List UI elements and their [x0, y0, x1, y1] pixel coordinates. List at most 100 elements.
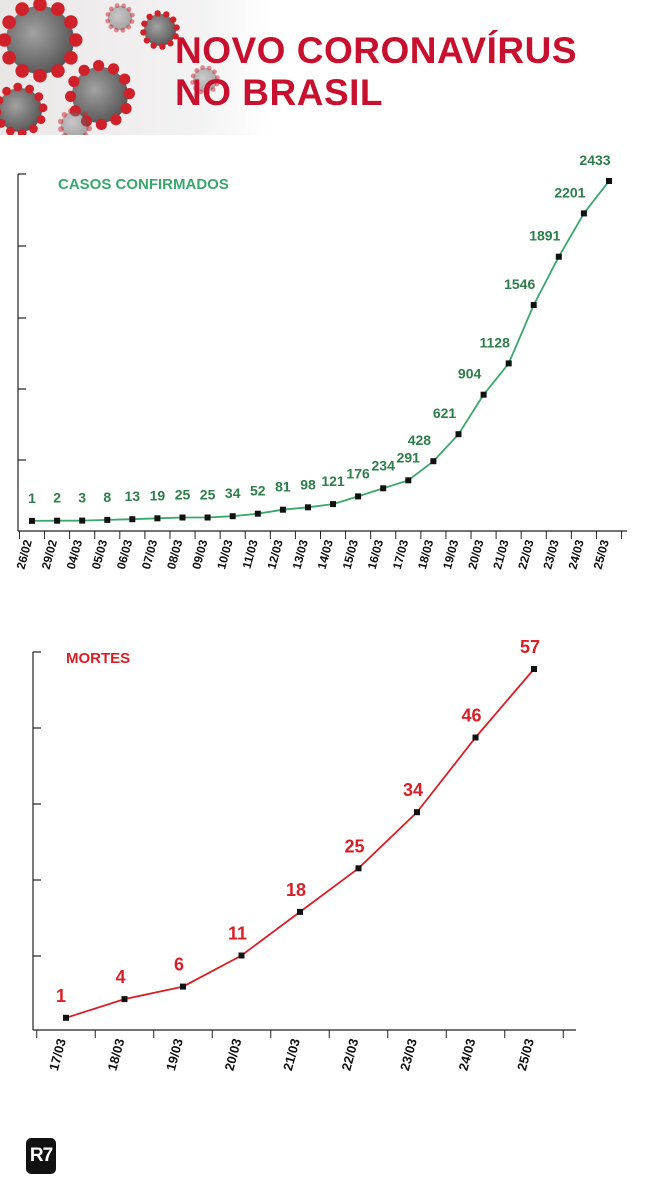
data-label: 1 [56, 986, 66, 1006]
virus-body [72, 67, 128, 123]
virus-spike [212, 69, 217, 75]
data-point [254, 510, 261, 517]
x-tick-label: 20/03 [221, 1037, 244, 1072]
data-label: 98 [300, 476, 316, 492]
virus-spike [120, 27, 126, 33]
virus-spike [95, 118, 107, 130]
data-label: 176 [346, 465, 370, 481]
x-tick-label: 19/03 [163, 1037, 186, 1072]
cases-chart: CASOS CONFIRMADOS 1 2 3 8 13 19 25 25 34 52 81 98 121… [14, 152, 627, 571]
virus-spike [6, 126, 15, 135]
virus-spike [34, 92, 44, 101]
x-tick-label: 18/03 [104, 1037, 127, 1072]
x-tick-label: 24/03 [455, 1037, 478, 1072]
virus-spike [198, 89, 204, 95]
data-label: 621 [433, 405, 457, 421]
virus-spike [107, 63, 120, 75]
data-label: 25 [344, 836, 364, 856]
virus-spike [200, 65, 206, 70]
virus-body [0, 88, 42, 132]
virus-spike [129, 19, 135, 24]
data-point [355, 865, 362, 872]
data-point [355, 493, 362, 500]
virus-spike [108, 6, 114, 12]
data-label: 1 [28, 490, 36, 506]
data-point [455, 431, 462, 438]
data-label: 18 [286, 880, 306, 900]
data-label: 1128 [480, 334, 511, 350]
virus-spike [172, 33, 179, 40]
virus-spike [82, 111, 88, 118]
data-label: 46 [461, 706, 481, 726]
data-point [129, 516, 136, 523]
headline-line-1: NOVO CORONAVÍRUS [175, 30, 578, 71]
virus-spike [114, 27, 119, 33]
data-label: 19 [150, 487, 166, 503]
data-point [580, 210, 587, 217]
virus-spike [190, 80, 196, 85]
virus-spike [126, 24, 132, 30]
x-tick-label: 21/03 [280, 1037, 303, 1072]
headline-line-2: NO BRASIL [175, 72, 383, 113]
virus-spike [205, 90, 210, 95]
virus-body [193, 68, 217, 92]
virus-spike [123, 88, 135, 100]
data-point [238, 952, 245, 959]
data-label: 291 [397, 449, 421, 465]
virus-cell [105, 3, 135, 33]
virus-spike [2, 86, 11, 96]
data-point [405, 477, 412, 484]
virus-spike [193, 85, 198, 91]
data-label: 25 [200, 487, 216, 503]
virus-spike [120, 102, 132, 115]
virus-spike [51, 64, 65, 78]
virus-spike [86, 125, 93, 132]
virus-spike [62, 132, 68, 135]
data-label: 121 [321, 473, 345, 489]
virus-spike [58, 126, 64, 132]
virus-spike [105, 18, 111, 24]
virus-spike [86, 118, 92, 124]
data-point [79, 517, 86, 524]
header: NOVO CORONAVÍRUS NO BRASIL [0, 0, 660, 135]
r7-logo: R7 [26, 1138, 56, 1174]
virus-spike [105, 12, 111, 17]
virus-spike [173, 24, 180, 31]
x-tick-label: 22/03 [338, 1037, 361, 1072]
virus-spike [29, 124, 38, 134]
virus-spike [114, 3, 120, 9]
coronavirus-illustration [0, 0, 270, 135]
virus-spike [36, 115, 46, 124]
virus-spike [38, 103, 48, 113]
virus-spike [170, 16, 177, 23]
virus-spike [51, 2, 65, 16]
data-point [305, 504, 311, 511]
virus-spike [78, 64, 90, 76]
virus-spike [65, 90, 77, 102]
virus-spike [57, 118, 64, 125]
virus-spike [68, 75, 80, 88]
virus-spike [33, 0, 47, 12]
data-label: 2433 [579, 152, 610, 168]
virus-spike [93, 60, 105, 72]
data-label: 1546 [504, 276, 535, 292]
virus-spike [64, 15, 78, 29]
series-line [31, 180, 610, 522]
virus-cell [57, 107, 93, 135]
data-label: 234 [372, 457, 396, 473]
virus-spike [141, 20, 148, 27]
data-label: 52 [250, 483, 266, 499]
data-point [54, 517, 61, 524]
data-point [414, 809, 420, 816]
data-point [555, 253, 562, 260]
virus-spike [2, 51, 16, 65]
virus-spike [146, 13, 153, 20]
data-label: 4 [115, 967, 125, 987]
virus-spike [82, 132, 89, 135]
data-point [472, 734, 479, 741]
virus-spike [2, 15, 16, 29]
virus-spike [0, 108, 2, 116]
data-point [480, 391, 487, 398]
virus-spike [140, 29, 147, 36]
